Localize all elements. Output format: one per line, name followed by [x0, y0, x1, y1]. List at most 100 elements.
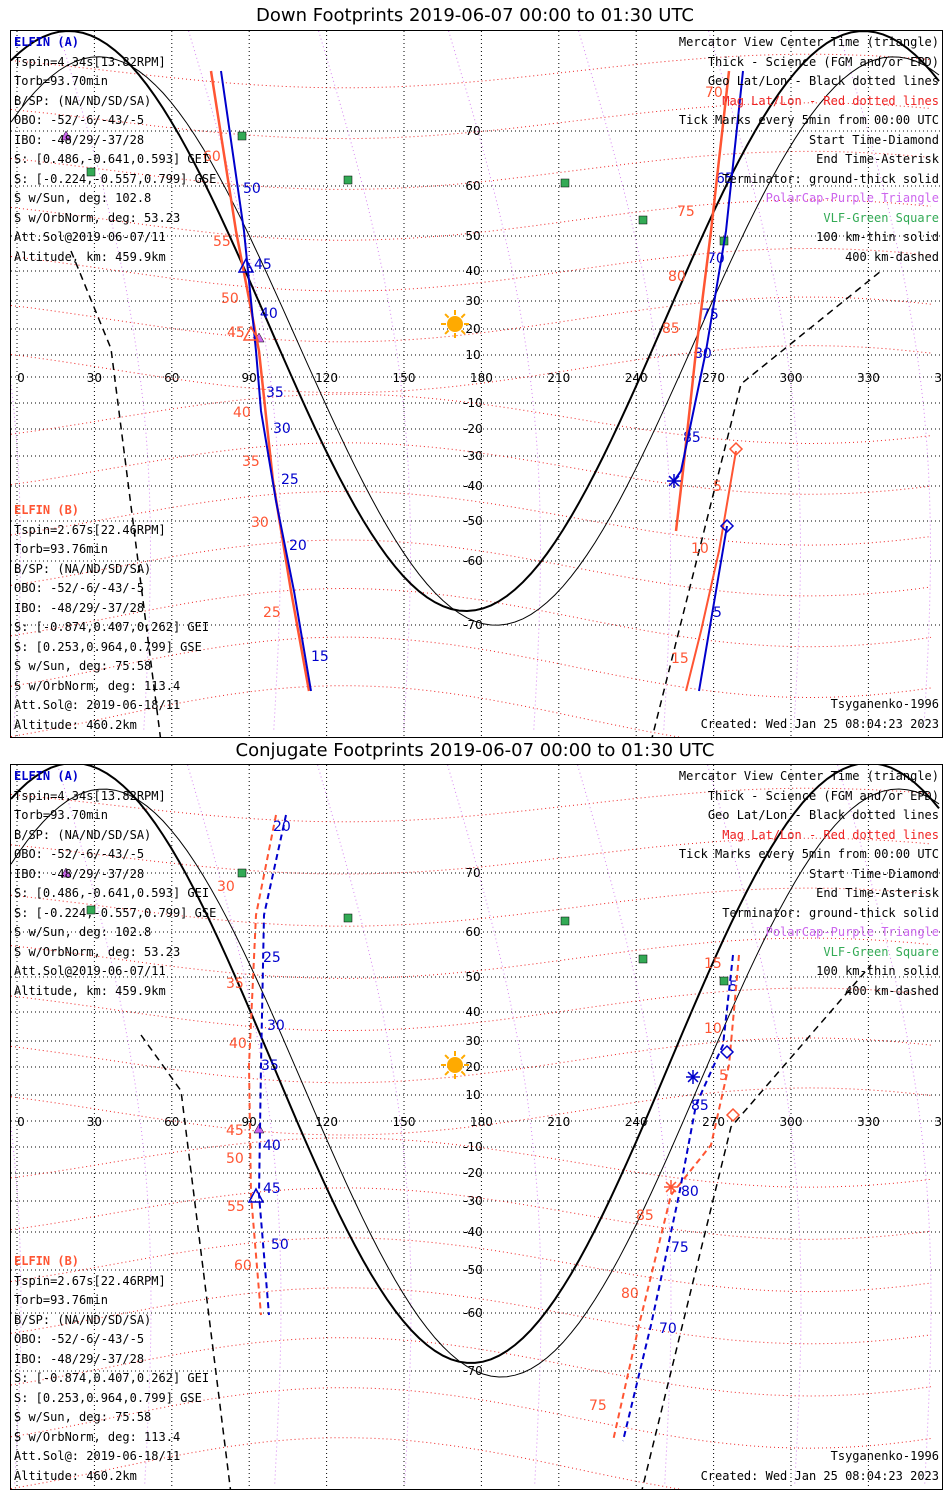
legend-item: VLF-Green Square — [823, 944, 939, 959]
info-line: OBO: -52/-6/-43/-5 — [14, 847, 145, 861]
legend-item: VLF-Green Square — [823, 210, 939, 225]
lon-tick-label: 300 — [780, 1115, 803, 1129]
map-frame: 0306090120150180210240270300330360706050… — [10, 764, 943, 1490]
footer: Tsyganenko-1996 Created: Wed Jan 25 08:0… — [701, 1447, 939, 1486]
lon-tick-label: 60 — [164, 1115, 179, 1129]
info-line: S w/Sun, deg: 75.58 — [14, 1410, 152, 1424]
elfin-b-track-time-label: 80 — [668, 269, 686, 285]
sun-ray — [444, 329, 450, 335]
lon-tick-label: 270 — [702, 371, 725, 385]
elfin-b-track-time-label: 55 — [227, 1199, 245, 1215]
lat-tick-label: 60 — [465, 925, 480, 939]
start-diamond — [719, 518, 735, 534]
lon-tick-label: 330 — [857, 1115, 880, 1129]
elfin-b-track-time-label: 80 — [621, 1286, 639, 1302]
elfin-a-track-time-label: 65 — [716, 171, 734, 187]
lon-tick-label: 210 — [547, 371, 570, 385]
center-triangle — [242, 325, 260, 341]
mercator-map: 0306090120150180210240270300330360706050… — [11, 765, 942, 1489]
info-line: S w/Sun, deg: 102.8 — [14, 191, 152, 205]
elfin-b-track-time-label: 75 — [677, 204, 695, 220]
info-line: S: [-0.874,0.407,0.262] GEI — [14, 1371, 210, 1385]
lat-tick-label: 10 — [465, 1088, 480, 1102]
legend-item: Start Time-Diamond — [808, 866, 939, 881]
elfin-b-track-time-label: 25 — [263, 605, 281, 621]
lat-tick-label: 50 — [465, 970, 480, 984]
info-line: Att.Sol@2019-06-07/11 — [14, 230, 166, 244]
lat-tick-label: -20 — [463, 422, 483, 436]
lon-tick-label: 210 — [547, 1115, 570, 1129]
elfin-b-track-time-label: 10 — [691, 541, 709, 557]
info-line: OBO: -52/-6/-43/-5 — [14, 113, 145, 127]
elfin-a-track-time-label: 30 — [267, 1018, 285, 1034]
sun-ray — [460, 1070, 466, 1076]
lat-tick-label: -70 — [463, 618, 483, 632]
elfin-a-track-time-label: 30 — [273, 421, 291, 437]
info-line: Att.Sol@: 2019-06-18/11 — [14, 698, 181, 712]
info-line: IBO: -48/29/-37/28 — [14, 1351, 145, 1366]
lat-tick-label: -60 — [463, 1306, 483, 1320]
legend-item: Mercator View Center Time (triangle) — [678, 35, 939, 49]
elfin-b-track-time-label: 85 — [636, 1208, 654, 1224]
elfin-b-track-time-label: 35 — [242, 454, 260, 470]
legend-item: Geo Lat/Lon - Black dotted lines — [707, 808, 939, 822]
info-line: Att.Sol@: 2019-06-18/11 — [14, 1449, 181, 1463]
mag-longitude-line — [447, 765, 542, 1486]
legend-item: 100 km-thin solid — [816, 964, 939, 978]
info-line: IBO: -48/29/-37/28 — [14, 866, 145, 881]
info-line: Torb=93.76min — [14, 1293, 108, 1307]
lon-tick-label: 240 — [625, 371, 648, 385]
elfin-b-track-time-label: 85 — [662, 321, 680, 337]
elfin-a-track-time-label: 35 — [266, 385, 284, 401]
elfin-a-track — [257, 814, 287, 1316]
legend-item: Geo Lat/Lon - Black dotted lines — [707, 74, 939, 88]
lat-tick-label: -30 — [463, 449, 483, 463]
elfin-b-track — [247, 814, 277, 1316]
elfin-a-track-time-label: 80 — [694, 346, 712, 362]
info-line: B/SP: (NA/ND/SD/SA) — [14, 1312, 152, 1327]
sun-icon — [447, 316, 463, 332]
created-date: Created: Wed Jan 25 08:04:23 2023 — [700, 1468, 939, 1483]
legend-item: 100 km-thin solid — [816, 230, 939, 244]
mag-latitude-line — [11, 587, 932, 648]
lat-tick-label: -40 — [463, 1225, 483, 1239]
info-line: Tspin=2.67s[22.46RPM] — [14, 1273, 166, 1288]
mag-latitude-line — [11, 1437, 683, 1489]
elfin-b-track-time-label: 75 — [589, 1398, 607, 1414]
lat-tick-label: 70 — [465, 866, 480, 880]
elfin-b-info: ELFIN (B) Tspin=2.67s[22.46RPM] Torb=93.… — [14, 1252, 209, 1486]
legend-item: End Time-Asterisk — [816, 152, 939, 166]
lat-tick-label: -30 — [463, 1194, 483, 1208]
elfin-b-track-time-label: 60 — [234, 1258, 252, 1274]
info-line: Tspin=4.34s[13.82RPM] — [14, 54, 166, 69]
vlf-station-square — [638, 215, 648, 225]
legend-item: Thick - Science (FGM and/or EPD) — [707, 54, 939, 69]
info-line: Altitude, km: 459.9km — [14, 249, 166, 264]
info-line: S: [0.486,-0.641,0.593] GEI — [14, 152, 210, 166]
lon-tick-label: 270 — [702, 1115, 725, 1129]
info-line: OBO: -52/-6/-43/-5 — [14, 1332, 145, 1346]
elfin-a-track-time-label: 25 — [281, 472, 299, 488]
elfin-a-track — [698, 525, 728, 692]
elfin-a-track-time-label: 75 — [701, 307, 719, 323]
elfin-b-track — [612, 954, 740, 1442]
elfin-b-track-time-label: 15 — [704, 956, 722, 972]
elfin-a-track-time-label: 40 — [263, 1138, 281, 1154]
lat-tick-label: 10 — [465, 348, 480, 362]
info-line: S: [-0.224,-0.557,0.799] GSE — [14, 171, 217, 186]
elfin-a-header: ELFIN (A) — [14, 769, 80, 783]
elfin-a-track-time-label: 50 — [243, 181, 261, 197]
start-diamond — [719, 1044, 735, 1060]
legend-item: Mag Lat/Lon - Red dotted lines — [722, 93, 939, 108]
legend-item: Tick Marks every 5min from 00:00 UTC — [678, 113, 939, 127]
lat-tick-label: -10 — [463, 1140, 483, 1154]
elfin-a-track-time-label: 5 — [729, 979, 738, 995]
sun-ray — [460, 313, 466, 319]
legend-item: Tick Marks every 5min from 00:00 UTC — [678, 847, 939, 861]
elfin-a-track — [622, 954, 734, 1442]
sun-ray — [444, 1054, 450, 1060]
elfin-a-info: ELFIN (A) Tspin=4.34s[13.82RPM] Torb=93.… — [14, 33, 216, 267]
lon-tick-label: 150 — [393, 1115, 416, 1129]
elfin-a-track-time-label: 40 — [260, 306, 278, 322]
legend: Mercator View Center Time (triangle) Thi… — [679, 33, 939, 267]
